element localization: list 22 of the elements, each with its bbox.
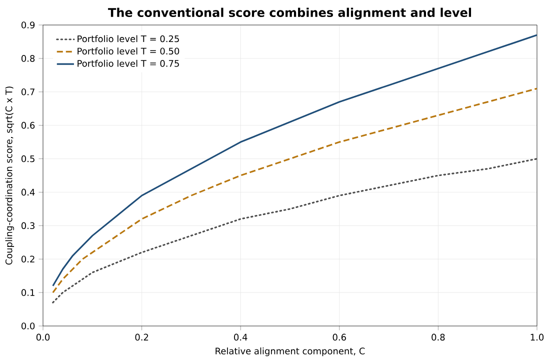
y-tick-label: 0.3 — [21, 222, 34, 230]
x-axis-title: Relative alignment component, C — [216, 347, 365, 356]
legend-label: Portfolio level T = 0.50 — [78, 48, 180, 55]
y-axis-title: Coupling-coordination score, sqrt(C x T) — [5, 86, 14, 265]
legend-label: Portfolio level T = 0.75 — [78, 60, 179, 67]
y-tick-label: 0.5 — [21, 155, 34, 162]
y-tick-label: 0.8 — [21, 55, 35, 62]
x-tick-label: 0.0 — [36, 334, 50, 341]
y-tick-label: 0.6 — [21, 122, 35, 129]
x-tick-label: 0.8 — [432, 334, 445, 341]
x-tick-label: 0.4 — [234, 334, 248, 341]
y-tick-label: 0.0 — [21, 322, 35, 330]
x-tick-label: 0.2 — [135, 334, 148, 341]
x-tick-label: 0.6 — [332, 334, 346, 341]
chart-title: The conventional score combines alignment and level — [108, 8, 472, 20]
y-tick-label: 0.9 — [21, 22, 35, 28]
y-tick-label: 0.1 — [21, 289, 34, 296]
y-tick-label: 0.4 — [21, 188, 35, 196]
x-tick-label: 1.0 — [530, 334, 544, 341]
legend-label: Portfolio level T = 0.25 — [78, 35, 179, 42]
y-tick-label: 0.7 — [21, 88, 34, 96]
y-tick-label: 0.2 — [21, 256, 34, 263]
